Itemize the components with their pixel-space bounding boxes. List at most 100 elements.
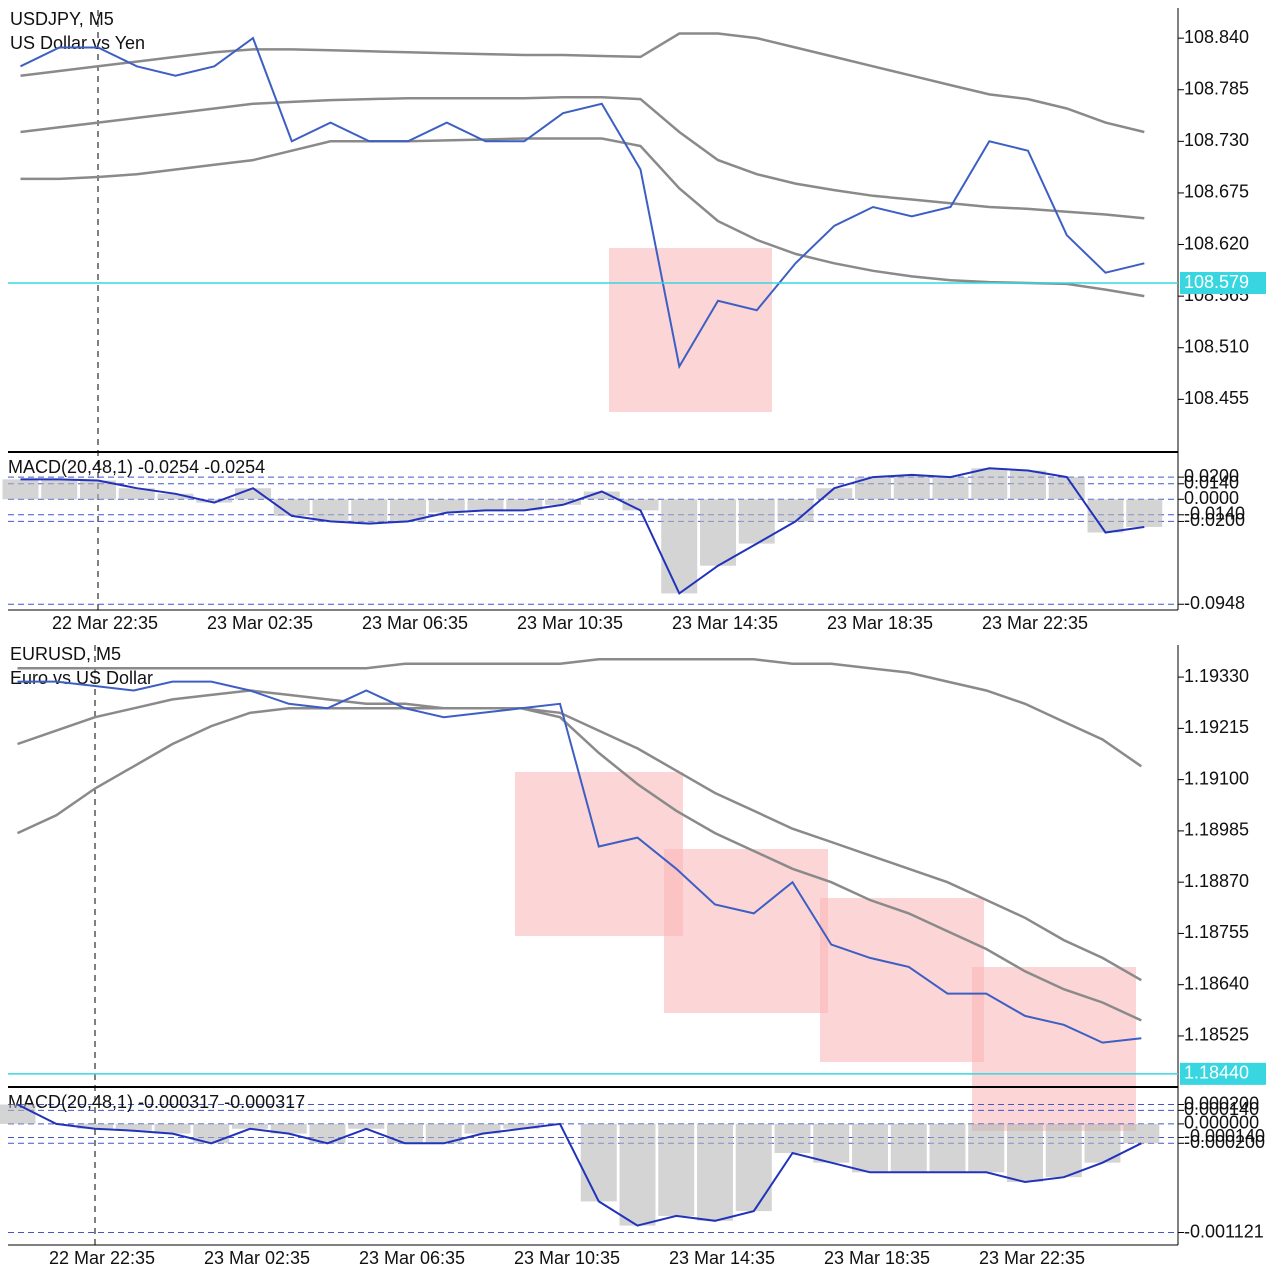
indicator-title: MACD(20,48,1) -0.0254 -0.0254	[8, 457, 265, 477]
histogram-bar	[232, 1123, 268, 1129]
histogram-bar	[893, 474, 930, 500]
x-tick-label: 23 Mar 22:35	[982, 613, 1088, 633]
histogram-bar	[0, 1104, 36, 1124]
y-tick-label: 1.18870	[1184, 871, 1249, 891]
symbol-title: EURUSD, M5	[10, 644, 121, 664]
y-tick-label: -0.001121	[1184, 1221, 1264, 1241]
histogram-bar	[428, 499, 465, 513]
y-tick-label: -0.000200	[1184, 1132, 1265, 1152]
histogram-bar	[235, 488, 271, 500]
histogram-bar	[971, 468, 1008, 500]
histogram-bar	[77, 1123, 113, 1129]
x-tick-label: 23 Mar 14:35	[669, 1248, 775, 1268]
current-price-label: 108.579	[1184, 272, 1249, 292]
histogram-bar	[774, 1123, 811, 1153]
histogram-bar	[115, 1123, 152, 1131]
y-tick-label: 0.0000	[1184, 488, 1239, 508]
histogram-bar	[777, 499, 814, 522]
series-line	[20, 95, 1145, 220]
x-tick-label: 23 Mar 02:35	[204, 1248, 310, 1268]
macd-line	[20, 467, 1145, 595]
x-tick-label: 23 Mar 10:35	[517, 613, 623, 633]
y-tick-label: 1.19215	[1184, 717, 1249, 737]
histogram-bar	[932, 477, 969, 500]
highlight-zone	[972, 967, 1136, 1131]
histogram-bar	[193, 1123, 230, 1144]
histogram-bar	[697, 1123, 733, 1221]
histogram-bar	[658, 1123, 695, 1216]
series-line	[20, 32, 1145, 134]
current-price-label: 1.18440	[1184, 1063, 1249, 1083]
y-tick-label: 0.0140	[1184, 473, 1239, 493]
x-tick-label: 23 Mar 02:35	[207, 613, 313, 633]
highlight-zone	[664, 849, 828, 1013]
y-tick-label: 108.455	[1184, 388, 1249, 408]
histogram-bar	[270, 1123, 307, 1134]
histogram-bar	[41, 479, 78, 500]
histogram-bar	[118, 488, 155, 500]
histogram-bar	[351, 499, 388, 524]
histogram-bar	[506, 499, 543, 511]
histogram-bar	[855, 477, 891, 500]
indicator-title: MACD(20,48,1) -0.000317 -0.000317	[8, 1092, 305, 1112]
histogram-bar	[735, 1123, 772, 1212]
current-price-box	[1180, 272, 1266, 295]
symbol-title: USDJPY, M5	[10, 9, 114, 29]
y-tick-label: -0.000140	[1184, 1126, 1265, 1146]
y-tick-label: 108.620	[1184, 233, 1249, 253]
highlight-zone	[820, 898, 984, 1062]
histogram-bar	[1007, 1123, 1043, 1183]
x-tick-label: 23 Mar 18:35	[824, 1248, 930, 1268]
histogram-bar	[1010, 470, 1046, 500]
histogram-bar	[700, 499, 736, 566]
y-tick-label: 1.19330	[1184, 666, 1249, 686]
y-tick-label: 108.510	[1184, 336, 1249, 356]
y-tick-label: -0.0140	[1184, 504, 1245, 524]
x-tick-label: 22 Mar 22:35	[52, 613, 158, 633]
histogram-bar	[813, 1123, 850, 1163]
histogram-bar	[852, 1123, 888, 1173]
series-line	[17, 680, 1142, 1044]
y-tick-label: 108.840	[1184, 27, 1249, 47]
histogram-bar	[2, 479, 39, 500]
histogram-bar	[816, 488, 853, 500]
x-tick-label: 23 Mar 06:35	[362, 613, 468, 633]
y-tick-label: 1.19100	[1184, 768, 1249, 788]
y-tick-label: 1.18640	[1184, 973, 1249, 993]
x-tick-label: 23 Mar 14:35	[672, 613, 778, 633]
histogram-bar	[154, 1123, 191, 1134]
histogram-bar	[929, 1123, 966, 1173]
histogram-bar	[1123, 1123, 1160, 1144]
histogram-bar	[387, 1123, 423, 1144]
series-line	[17, 658, 1143, 768]
x-tick-label: 23 Mar 18:35	[827, 613, 933, 633]
x-tick-label: 23 Mar 06:35	[359, 1248, 465, 1268]
y-tick-label: 108.730	[1184, 130, 1249, 150]
y-tick-label: 0.000140	[1184, 1099, 1259, 1119]
histogram-bar	[464, 1123, 501, 1134]
symbol-subtitle: Euro vs US Dollar	[10, 668, 153, 688]
histogram-bar	[312, 499, 349, 522]
x-tick-label: 23 Mar 10:35	[514, 1248, 620, 1268]
histogram-bar	[467, 499, 504, 511]
y-tick-label: 1.18755	[1184, 922, 1249, 942]
histogram-bar	[80, 480, 116, 500]
y-tick-label: 1.18525	[1184, 1025, 1249, 1045]
series-line	[17, 689, 1142, 982]
y-tick-label: 0.000000	[1184, 1113, 1259, 1133]
histogram-bar	[580, 1123, 617, 1202]
histogram-bar	[890, 1123, 927, 1173]
series-line	[16, 707, 1142, 1022]
histogram-bar	[661, 499, 698, 594]
histogram-bar	[583, 491, 620, 500]
y-tick-label: 1.18985	[1184, 820, 1249, 840]
current-price-box	[1180, 1062, 1266, 1085]
y-tick-label: 0.000200	[1184, 1093, 1259, 1113]
histogram-bar	[622, 499, 659, 511]
symbol-subtitle: US Dollar vs Yen	[10, 33, 145, 53]
histogram-bar	[390, 499, 426, 522]
histogram-bar	[273, 499, 310, 516]
histogram-bar	[619, 1123, 656, 1226]
y-tick-label: -0.0200	[1184, 510, 1245, 530]
